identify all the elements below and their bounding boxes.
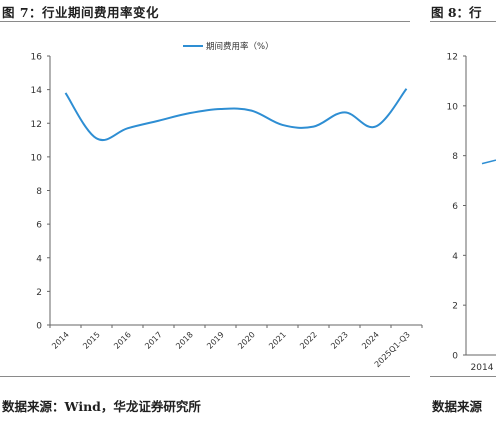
x-tick-label: 2020 <box>236 330 257 351</box>
x-tick-label: 2017 <box>143 330 164 351</box>
y-tick-label: 8 <box>452 152 458 162</box>
y-tick-label: 6 <box>452 202 458 212</box>
source-note-left: 数据来源：Wind，华龙证券研究所 <box>2 399 201 414</box>
series-line-partial <box>481 159 496 165</box>
x-tick-label: 2016 <box>112 330 133 351</box>
y-tick-label: 4 <box>36 254 42 264</box>
x-tick-label: 2021 <box>267 330 288 351</box>
y-tick-label: 10 <box>447 102 459 112</box>
x-tick-label: 2018 <box>174 330 195 351</box>
y-tick-label: 12 <box>31 120 42 130</box>
top-rule-left <box>0 21 410 22</box>
y-tick-label: 2 <box>36 288 42 298</box>
y-tick-label: 6 <box>36 221 42 231</box>
x-tick-label: 2015 <box>81 330 102 351</box>
y-tick-label: 14 <box>31 86 43 96</box>
bottom-rule-left <box>0 376 410 377</box>
figure-7-title: 图 7：行业期间费用率变化 <box>2 5 160 20</box>
y-tick-label: 4 <box>452 252 458 262</box>
y-tick-label: 12 <box>447 53 458 63</box>
top-rule-right <box>430 21 496 22</box>
x-tick-label: 2023 <box>329 330 350 351</box>
y-tick-label: 0 <box>452 352 458 362</box>
x-tick-label: 2022 <box>298 330 319 351</box>
legend-label: 期间费用率（%） <box>206 41 274 52</box>
x-tick-label: 2024 <box>360 330 381 351</box>
x-tick-label: 2014 <box>471 363 494 373</box>
x-tick-label: 2019 <box>205 330 226 351</box>
chart-period-expense-ratio: 16 14 12 10 8 6 4 2 0 2014 2015 2016 2017 2018 2019 202… <box>31 41 423 369</box>
y-tick-label: 2 <box>452 302 458 312</box>
series-line-period-expense-ratio <box>64 88 408 141</box>
chart-figure-8-partial: 12 10 8 6 4 2 0 2014 <box>447 53 496 373</box>
y-tick-label: 16 <box>31 53 43 63</box>
bottom-rule-right <box>430 376 496 377</box>
y-tick-label: 10 <box>31 153 43 163</box>
source-note-right: 数据来源 <box>432 399 483 414</box>
y-tick-label: 0 <box>36 322 42 332</box>
y-tick-label: 8 <box>36 187 42 197</box>
figure-8-title: 图 8：行 <box>431 5 482 20</box>
x-tick-label: 2014 <box>50 330 71 351</box>
